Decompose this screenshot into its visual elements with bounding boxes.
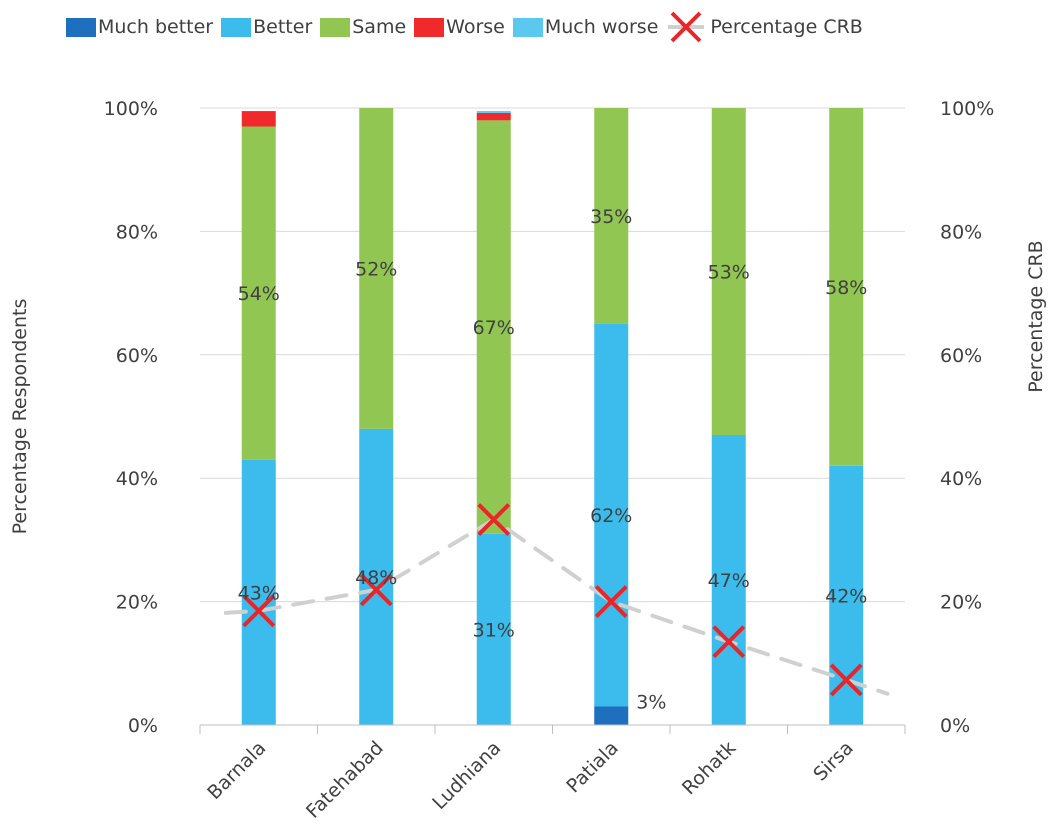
legend-swatch [512, 17, 543, 37]
y2-tick-label: 60% [940, 345, 982, 367]
crb-marker [829, 663, 863, 697]
data-label: 43% [238, 582, 280, 604]
legend-label: Much worse [544, 16, 659, 38]
crb-marker [242, 594, 276, 628]
data-label: 3% [636, 691, 666, 713]
crb-marker [594, 585, 628, 619]
y-tick-label: 20% [116, 592, 158, 614]
bar-segment [594, 108, 629, 324]
data-label: 58% [825, 277, 867, 299]
y2-tick-label: 100% [940, 98, 994, 120]
bars [241, 108, 864, 725]
crb-legend-marker-icon [668, 11, 705, 43]
chart-legend: Much better Better Same Worse Much worse Perc… [66, 11, 871, 43]
bar-segment [359, 108, 394, 429]
x-tick-label: Patiala [562, 737, 622, 797]
y2-tick-label: 40% [940, 468, 982, 490]
y2-tick-label: 0% [940, 715, 970, 737]
legend-label: Same [352, 16, 407, 38]
legend-label: Percentage CRB [710, 16, 863, 38]
legend-item: Much worse [512, 16, 659, 38]
legend-label: Much better [98, 16, 214, 38]
gridlines [200, 107, 905, 603]
legend-item: Much better [66, 16, 213, 38]
y-axis-title: Percentage Respondents [9, 299, 31, 535]
y-tick-label: 0% [128, 715, 158, 737]
bar-segment [476, 533, 511, 725]
legend-item: Better [221, 16, 312, 38]
y-tick-label: 80% [116, 221, 158, 243]
y-tick-label: 100% [104, 98, 158, 120]
data-label: 48% [355, 567, 397, 589]
data-label: 53% [708, 262, 750, 284]
crb-series-line [223, 517, 890, 696]
bar-segment [711, 435, 746, 725]
legend-swatch [66, 17, 96, 37]
data-label: 42% [825, 585, 867, 607]
data-label: 47% [708, 570, 750, 592]
x-tick-label: Fatehabad [302, 737, 388, 823]
legend-label: Worse [446, 16, 505, 38]
bar-segment [241, 111, 276, 127]
y-tick-label: 60% [116, 345, 158, 367]
axes: 0% 20% 40% 60% 80% 100% 0% 20% 40% 60% 80% 100% Barn… [9, 98, 1047, 823]
data-labels: 43% 54% 48% 52% 31% 67% 3% 62% 35% 47% 53% 42% 58% [238, 206, 868, 714]
bar-segment [476, 120, 511, 534]
crb-line [223, 503, 890, 697]
x-tick-label: Sirsa [809, 737, 858, 786]
bar-segment [241, 459, 276, 725]
bar-segment [241, 126, 276, 460]
data-label: 67% [473, 317, 515, 339]
y2-axis-title: Percentage CRB [1025, 240, 1047, 392]
bar-segment [594, 323, 629, 707]
y2-tick-label: 80% [940, 221, 982, 243]
legend-item: Worse [414, 16, 505, 38]
crb-marker [359, 573, 393, 607]
x-tick-label: Barnala [203, 737, 270, 804]
y2-tick-label: 20% [940, 592, 982, 614]
x-tick-label: Rohatk [678, 737, 740, 799]
bar-segment [594, 706, 629, 725]
legend-item: Percentage CRB [666, 11, 863, 43]
legend-swatch [320, 17, 351, 37]
x-tick-label: Ludhiana [428, 737, 505, 814]
crb-marker [712, 625, 746, 659]
data-label: 35% [590, 206, 632, 228]
legend-swatch [221, 17, 252, 37]
bar-segment [711, 108, 746, 436]
legend-swatch [414, 17, 445, 37]
data-label: 54% [238, 283, 280, 305]
bar-segment [476, 111, 511, 113]
crb-marker [477, 503, 511, 536]
y-tick-label: 40% [116, 468, 158, 490]
bar-segment [829, 108, 864, 466]
bar-segment [476, 112, 511, 121]
legend-item: Same [320, 16, 406, 38]
data-label: 31% [473, 619, 515, 641]
data-label: 62% [590, 505, 632, 527]
data-label: 52% [355, 258, 397, 280]
legend-label: Better [253, 16, 313, 38]
